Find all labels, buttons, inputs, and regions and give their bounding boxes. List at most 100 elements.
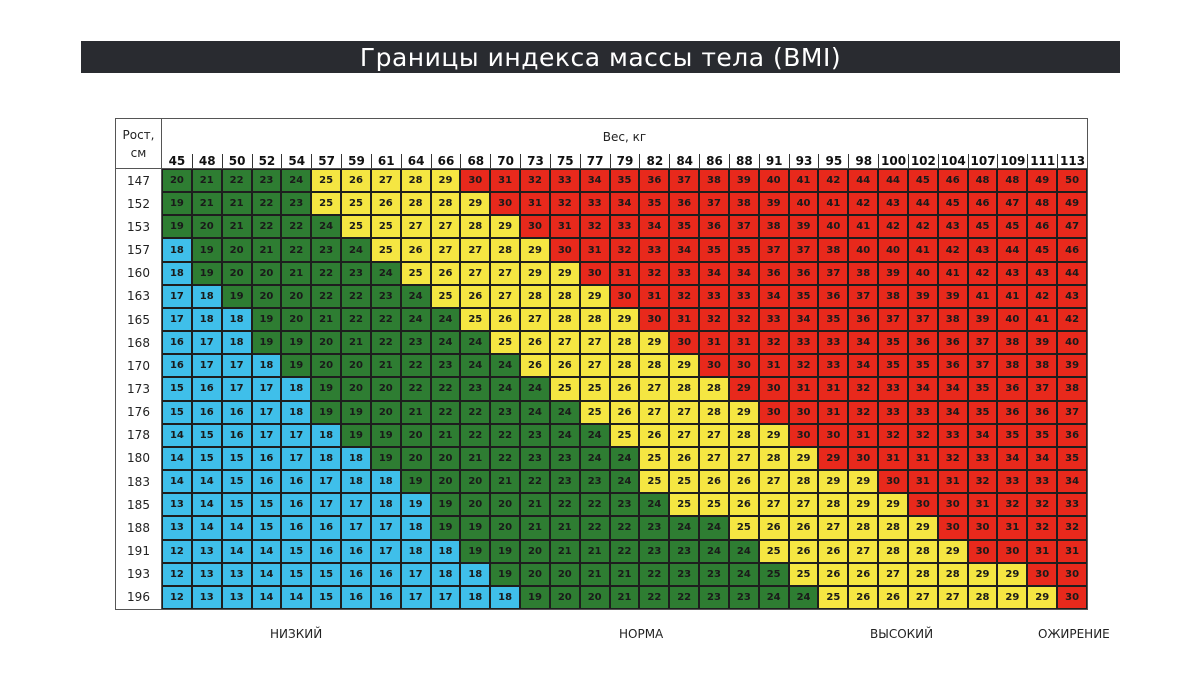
bmi-cell: 21 (520, 493, 550, 517)
bmi-cell: 38 (699, 169, 729, 193)
bmi-cell: 46 (1027, 215, 1058, 239)
bmi-cell: 24 (549, 400, 580, 424)
bmi-cell: 32 (728, 307, 759, 332)
bmi-cell: 39 (1027, 331, 1058, 355)
bmi-cell: 19 (162, 192, 192, 216)
bmi-cell: 26 (609, 377, 640, 401)
bmi-cell: 22 (579, 516, 610, 540)
bmi-cell: 23 (490, 400, 521, 424)
bmi-cell: 21 (251, 238, 282, 262)
bmi-cell: 18 (430, 539, 461, 563)
bmi-cell: 38 (937, 307, 968, 332)
bmi-cell: 36 (758, 261, 789, 285)
bmi-cell: 32 (639, 261, 670, 285)
weight-tick-label: 77 (579, 154, 610, 168)
bmi-cell: 38 (848, 261, 879, 285)
bmi-cell: 30 (1027, 562, 1058, 586)
height-header: Рост, см (116, 119, 162, 169)
bmi-cell: 21 (549, 539, 580, 563)
bmi-cell: 33 (728, 284, 759, 308)
bmi-cell: 15 (281, 539, 312, 563)
bmi-cell: 43 (1027, 261, 1058, 285)
bmi-cell: 32 (579, 215, 610, 239)
bmi-cell: 37 (967, 331, 998, 355)
bmi-cell: 20 (370, 400, 401, 424)
bmi-cell: 37 (788, 238, 819, 262)
bmi-cell: 16 (341, 539, 371, 563)
bmi-cell: 33 (1057, 493, 1087, 517)
bmi-cell: 29 (848, 493, 879, 517)
bmi-cell: 24 (639, 493, 670, 517)
bmi-cell: 25 (579, 377, 610, 401)
bmi-cell: 25 (758, 562, 789, 586)
bmi-cell: 37 (669, 169, 700, 193)
bmi-cell: 24 (728, 562, 759, 586)
bmi-cell: 46 (967, 192, 998, 216)
bmi-cell: 38 (818, 238, 849, 262)
bmi-cell: 32 (520, 169, 550, 193)
bmi-cell: 28 (400, 169, 431, 193)
weight-tick-label: 95 (818, 154, 848, 168)
bmi-cell: 26 (460, 284, 491, 308)
bmi-cell: 19 (162, 215, 192, 239)
bmi-cell: 29 (728, 400, 759, 424)
bmi-cell: 22 (490, 446, 521, 471)
bmi-cell: 28 (878, 516, 908, 540)
bmi-cell: 28 (907, 539, 938, 563)
bmi-cell: 17 (162, 284, 192, 308)
bmi-cell: 21 (430, 423, 461, 447)
bmi-cell: 20 (221, 238, 252, 262)
bmi-cell: 30 (1057, 562, 1087, 586)
bmi-cell: 21 (490, 470, 521, 494)
bmi-cell: 30 (967, 539, 998, 563)
bmi-cell: 26 (758, 516, 789, 540)
bmi-cell: 17 (311, 493, 342, 517)
bmi-cell: 18 (251, 354, 282, 378)
bmi-cell: 20 (341, 354, 371, 378)
bmi-cell: 30 (848, 446, 879, 471)
bmi-cell: 18 (490, 585, 521, 609)
bmi-cell: 22 (370, 307, 401, 332)
bmi-cell: 20 (400, 423, 431, 447)
bmi-cell: 22 (430, 400, 461, 424)
bmi-cell: 35 (967, 377, 998, 401)
height-tick-label: 147 (127, 173, 150, 188)
bmi-cell: 28 (579, 307, 610, 332)
bmi-cell: 14 (251, 539, 282, 563)
bmi-cell: 18 (162, 261, 192, 285)
weight-tick-label: 104 (937, 154, 968, 168)
bmi-cell: 38 (728, 192, 759, 216)
height-tick-label: 160 (127, 266, 150, 281)
legend-low: НИЗКИЙ (270, 627, 322, 641)
bmi-cell: 37 (818, 261, 849, 285)
bmi-cell: 13 (162, 493, 192, 517)
bmi-cell: 19 (460, 539, 491, 563)
bmi-cell: 22 (460, 400, 491, 424)
bmi-table: Рост, см Вес, кг 45 48 50 52 54 57 59 61 64 66 68 7… (115, 118, 1088, 610)
bmi-cell: 18 (400, 539, 431, 563)
bmi-cell: 23 (669, 562, 700, 586)
bmi-cell: 33 (937, 423, 968, 447)
bmi-cell: 17 (400, 562, 431, 586)
bmi-cell: 29 (520, 261, 550, 285)
bmi-cell: 30 (669, 331, 700, 355)
bmi-cell: 30 (639, 307, 670, 332)
bmi-cell: 24 (430, 307, 461, 332)
bmi-cell: 36 (669, 192, 700, 216)
bmi-cell: 31 (549, 215, 580, 239)
bmi-cell: 41 (1027, 307, 1058, 332)
bmi-cell: 30 (758, 377, 789, 401)
bmi-cell: 31 (848, 423, 879, 447)
bmi-cell: 31 (758, 354, 789, 378)
bmi-cell: 17 (430, 585, 461, 609)
bmi-cell: 23 (520, 446, 550, 471)
bmi-cell: 16 (221, 400, 252, 424)
bmi-cell: 30 (549, 238, 580, 262)
bmi-cell: 19 (311, 400, 342, 424)
bmi-cell: 32 (1027, 516, 1058, 540)
bmi-cell: 35 (788, 284, 819, 308)
bmi-cell: 33 (907, 400, 938, 424)
bmi-cell: 32 (848, 377, 879, 401)
bmi-cell: 42 (878, 215, 908, 239)
bmi-cell: 46 (937, 169, 968, 193)
